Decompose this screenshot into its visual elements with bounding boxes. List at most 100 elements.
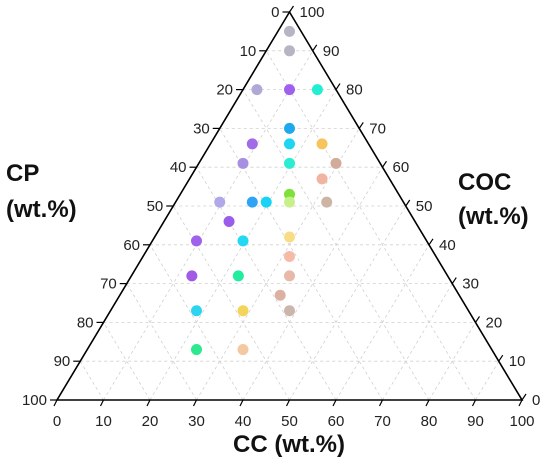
right-tick-mark	[358, 122, 364, 129]
data-point	[232, 270, 244, 282]
data-point	[237, 305, 249, 317]
right-tick-label: 10	[509, 353, 526, 370]
data-point	[237, 235, 249, 247]
grid-line-cc	[265, 50, 476, 401]
data-point	[246, 196, 258, 208]
right-tick-label: 0	[532, 392, 540, 409]
data-point	[311, 84, 323, 96]
data-point	[284, 138, 295, 150]
data-point	[284, 84, 295, 96]
right-tick-mark	[428, 238, 434, 246]
grid-line-cc	[219, 128, 383, 401]
left-tick-label: 40	[170, 159, 187, 176]
right-tick-mark	[475, 316, 480, 323]
left-tick-label: 50	[147, 198, 164, 215]
left-tick-label: 80	[77, 314, 94, 331]
right-tick-mark	[312, 44, 318, 52]
right-tick-label: 50	[416, 198, 433, 215]
left-tick-label: 10	[240, 43, 257, 60]
right-tick-mark	[451, 277, 457, 284]
right-tick-mark	[382, 160, 387, 168]
right-tick-mark	[498, 354, 504, 362]
data-point	[237, 344, 249, 356]
data-point	[191, 235, 202, 247]
left-axis-title-line1: CP	[6, 160, 39, 187]
bottom-tick-mark	[192, 399, 198, 407]
grid-line-cp	[289, 205, 407, 401]
left-tick-label: 60	[123, 237, 140, 254]
tick-labels: 0 10 20 30 40 50 60 70 80 90 100 0 10 20 30 40 50 60 70 80 9…	[22, 4, 540, 430]
bottom-tick-label: 90	[467, 413, 484, 430]
grid-lines	[79, 50, 500, 401]
bottom-tick-label: 80	[421, 413, 438, 430]
left-axis-title-line2: (wt.%)	[6, 196, 77, 223]
right-axis-title-line1: COC	[458, 169, 511, 196]
data-point	[284, 157, 295, 169]
right-tick-mark	[521, 393, 527, 401]
left-tick-label: 70	[100, 276, 117, 293]
data-point	[284, 196, 295, 208]
grid-line-cc	[79, 360, 104, 401]
right-axis-title-line2: (wt.%)	[458, 203, 529, 230]
left-tick-label: 30	[193, 120, 210, 137]
data-point	[284, 188, 295, 200]
bottom-tick-mark	[471, 399, 477, 407]
bottom-tick-label: 40	[235, 413, 252, 430]
bottom-axis-title: CC (wt.%)	[233, 431, 345, 458]
left-tick-label: 100	[22, 392, 47, 409]
right-tick-label: 30	[462, 276, 479, 293]
bottom-tick-label: 100	[509, 413, 534, 430]
bottom-tick-label: 60	[328, 413, 345, 430]
right-tick-label: 70	[369, 120, 386, 137]
grid-line-cc	[242, 89, 430, 401]
data-point	[284, 250, 295, 262]
data-point	[214, 196, 226, 208]
data-point	[284, 25, 295, 37]
bottom-tick-label: 50	[281, 413, 298, 430]
bottom-tick-mark	[53, 399, 58, 407]
data-point	[223, 216, 235, 228]
data-point	[251, 84, 263, 96]
bottom-tick-label: 0	[53, 413, 61, 430]
left-tick-label: 20	[216, 82, 233, 99]
grid-line-cc	[149, 244, 244, 401]
grid-line-cp	[196, 128, 360, 401]
bottom-tick-mark	[378, 399, 384, 407]
data-point	[321, 196, 333, 208]
data-point	[284, 305, 295, 317]
data-point	[284, 231, 295, 243]
data-point	[330, 157, 342, 169]
bottom-tick-label: 30	[188, 413, 205, 430]
data-point	[191, 305, 202, 317]
right-tick-label: 100	[300, 4, 325, 21]
data-point	[191, 344, 202, 356]
tick-marks	[50, 5, 527, 407]
data-point	[284, 122, 295, 134]
data-point	[284, 45, 295, 57]
data-points	[186, 25, 342, 356]
grid-line-cp	[382, 283, 453, 401]
bottom-tick-mark	[239, 399, 244, 407]
right-tick-label: 60	[393, 159, 410, 176]
data-point	[186, 270, 198, 282]
data-point	[246, 138, 258, 150]
bottom-tick-mark	[332, 399, 337, 407]
left-tick-label: 0	[271, 4, 279, 21]
data-point	[237, 157, 249, 169]
grid-line-cc	[126, 283, 197, 401]
grid-line-cp	[475, 360, 500, 401]
data-point	[316, 138, 328, 150]
right-tick-mark	[335, 83, 341, 90]
bottom-tick-label: 20	[142, 413, 159, 430]
data-point	[260, 196, 272, 208]
left-tick-label: 90	[54, 353, 71, 370]
bottom-tick-mark	[99, 399, 105, 407]
right-tick-label: 20	[486, 314, 503, 331]
data-point	[274, 289, 286, 301]
bottom-tick-mark	[425, 399, 430, 407]
right-tick-mark	[405, 199, 411, 207]
bottom-tick-label: 70	[374, 413, 391, 430]
right-tick-label: 40	[439, 237, 456, 254]
